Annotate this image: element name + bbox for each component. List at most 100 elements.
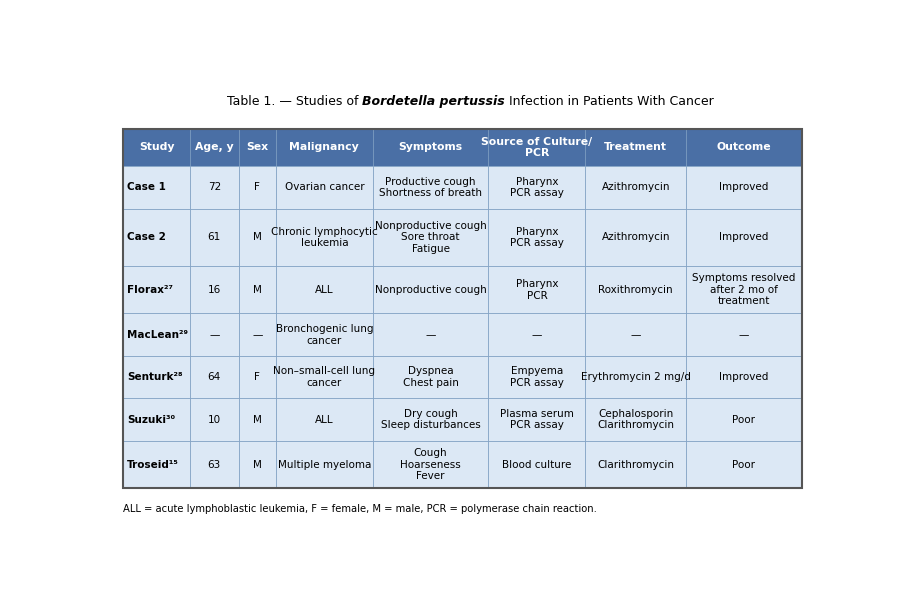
Text: Case 1: Case 1 xyxy=(127,182,166,192)
Text: Symptoms resolved
after 2 mo of
treatment: Symptoms resolved after 2 mo of treatmen… xyxy=(692,273,796,306)
Bar xyxy=(275,314,373,356)
Text: Erythromycin 2 mg/d: Erythromycin 2 mg/d xyxy=(580,372,690,382)
Bar xyxy=(123,356,190,399)
Text: 16: 16 xyxy=(208,285,220,295)
Text: Pharynx
PCR assay: Pharynx PCR assay xyxy=(510,177,563,198)
Bar xyxy=(489,314,585,356)
Text: Senturk²⁸: Senturk²⁸ xyxy=(127,372,183,382)
Text: Nonproductive cough: Nonproductive cough xyxy=(374,285,487,295)
Text: Symptoms: Symptoms xyxy=(399,142,463,152)
Bar xyxy=(275,441,373,488)
Text: Blood culture: Blood culture xyxy=(502,459,572,469)
Bar xyxy=(686,129,802,166)
Bar xyxy=(489,209,585,266)
Text: —: — xyxy=(252,330,263,340)
Bar xyxy=(585,129,686,166)
Bar xyxy=(190,356,239,399)
Bar xyxy=(275,166,373,209)
Text: Dry cough
Sleep disturbances: Dry cough Sleep disturbances xyxy=(381,409,481,430)
Bar xyxy=(238,441,275,488)
Text: Treatment: Treatment xyxy=(604,142,667,152)
Text: Empyema
PCR assay: Empyema PCR assay xyxy=(510,367,563,388)
Bar xyxy=(686,356,802,399)
Bar xyxy=(686,314,802,356)
Text: Cephalosporin
Clarithromycin: Cephalosporin Clarithromycin xyxy=(598,409,674,430)
Text: Dyspnea
Chest pain: Dyspnea Chest pain xyxy=(402,367,458,388)
Bar xyxy=(489,129,585,166)
Bar xyxy=(686,266,802,314)
Text: Pharynx
PCR assay: Pharynx PCR assay xyxy=(510,227,563,248)
Bar xyxy=(238,166,275,209)
Text: Poor: Poor xyxy=(733,459,755,469)
Bar xyxy=(123,209,190,266)
Bar xyxy=(238,129,275,166)
Text: Table 1. — Studies of Bordetella pertussis Infection in Patients With Cancer: Table 1. — Studies of Bordetella pertuss… xyxy=(0,594,1,595)
Bar xyxy=(373,129,489,166)
Text: Infection in Patients With Cancer: Infection in Patients With Cancer xyxy=(505,95,714,108)
Bar xyxy=(190,209,239,266)
Text: M: M xyxy=(253,415,262,425)
Bar xyxy=(373,441,489,488)
Text: 63: 63 xyxy=(208,459,220,469)
Text: Age, y: Age, y xyxy=(195,142,234,152)
Bar xyxy=(238,399,275,441)
Bar xyxy=(123,399,190,441)
Bar xyxy=(686,399,802,441)
Text: Roxithromycin: Roxithromycin xyxy=(598,285,673,295)
Text: Cough
Hoarseness
Fever: Cough Hoarseness Fever xyxy=(400,448,461,481)
Text: Malignancy: Malignancy xyxy=(290,142,359,152)
Text: —: — xyxy=(631,330,641,340)
Bar xyxy=(190,166,239,209)
Text: Source of Culture/
PCR: Source of Culture/ PCR xyxy=(482,137,592,158)
Text: 10: 10 xyxy=(208,415,220,425)
Text: Non–small-cell lung
cancer: Non–small-cell lung cancer xyxy=(274,367,375,388)
Text: M: M xyxy=(253,232,262,242)
Text: Pharynx
PCR: Pharynx PCR xyxy=(516,279,558,300)
Bar xyxy=(686,209,802,266)
Text: —: — xyxy=(532,330,542,340)
Bar xyxy=(123,314,190,356)
Text: 64: 64 xyxy=(208,372,220,382)
Text: Sex: Sex xyxy=(246,142,268,152)
Bar xyxy=(373,166,489,209)
Bar xyxy=(585,314,686,356)
Text: ALL: ALL xyxy=(315,415,334,425)
Bar xyxy=(489,399,585,441)
Bar xyxy=(585,266,686,314)
Text: ALL = acute lymphoblastic leukemia, F = female, M = male, PCR = polymerase chain: ALL = acute lymphoblastic leukemia, F = … xyxy=(123,504,597,514)
Bar xyxy=(585,166,686,209)
Text: Case 2: Case 2 xyxy=(127,232,166,242)
Bar xyxy=(190,129,239,166)
Bar xyxy=(585,441,686,488)
Bar xyxy=(373,314,489,356)
Text: Outcome: Outcome xyxy=(716,142,771,152)
Text: Azithromycin: Azithromycin xyxy=(601,182,670,192)
Text: 72: 72 xyxy=(208,182,220,192)
Bar xyxy=(489,441,585,488)
Bar xyxy=(123,266,190,314)
Bar xyxy=(686,166,802,209)
Bar xyxy=(190,266,239,314)
Text: Florax²⁷: Florax²⁷ xyxy=(127,285,173,295)
Text: Poor: Poor xyxy=(733,415,755,425)
Text: Study: Study xyxy=(139,142,175,152)
Text: Azithromycin: Azithromycin xyxy=(601,232,670,242)
Bar xyxy=(190,441,239,488)
Bar xyxy=(275,209,373,266)
Bar xyxy=(686,441,802,488)
Text: Plasma serum
PCR assay: Plasma serum PCR assay xyxy=(500,409,574,430)
Text: Suzuki³⁰: Suzuki³⁰ xyxy=(127,415,176,425)
Text: Bordetella pertussis: Bordetella pertussis xyxy=(363,95,505,108)
Bar xyxy=(123,129,802,488)
Text: MacLean²⁹: MacLean²⁹ xyxy=(127,330,188,340)
Bar xyxy=(373,209,489,266)
Bar xyxy=(585,399,686,441)
Text: ALL: ALL xyxy=(315,285,334,295)
Bar xyxy=(585,209,686,266)
Bar xyxy=(123,166,190,209)
Bar xyxy=(275,356,373,399)
Text: Improved: Improved xyxy=(719,182,769,192)
Text: F: F xyxy=(255,372,260,382)
Text: —: — xyxy=(209,330,220,340)
Bar xyxy=(373,356,489,399)
